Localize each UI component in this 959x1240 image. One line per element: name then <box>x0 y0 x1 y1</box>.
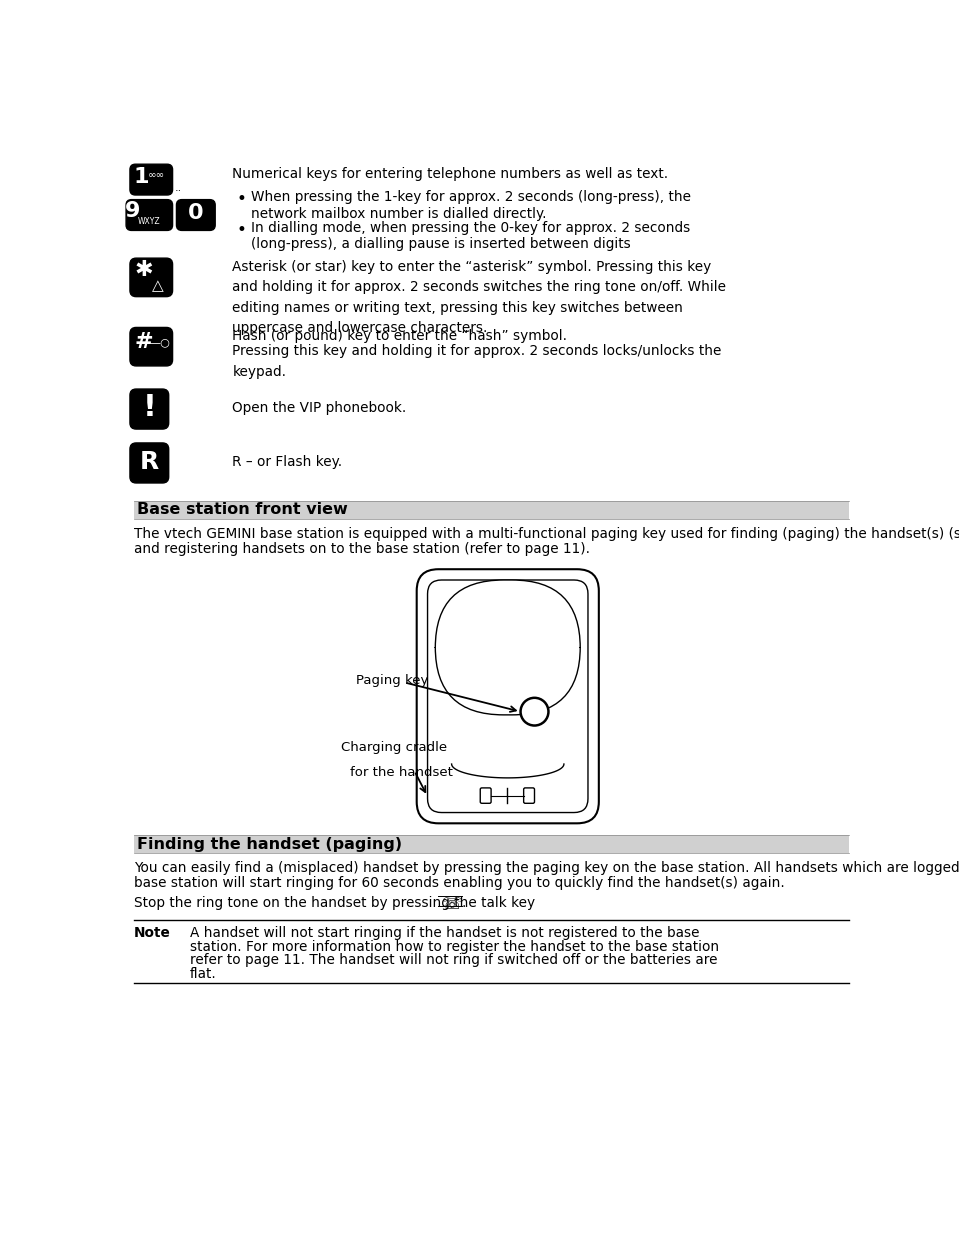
Bar <box>134 835 849 853</box>
FancyBboxPatch shape <box>130 389 169 429</box>
FancyBboxPatch shape <box>428 580 588 812</box>
Text: A handset will not start ringing if the handset is not registered to the base: A handset will not start ringing if the … <box>190 926 699 940</box>
Text: Pressing this key and holding it for approx. 2 seconds locks/unlocks the
keypad.: Pressing this key and holding it for app… <box>232 345 721 379</box>
Text: Base station front view: Base station front view <box>137 502 348 517</box>
Text: Charging cradle: Charging cradle <box>340 742 447 754</box>
Text: for the handset: for the handset <box>350 766 453 780</box>
FancyBboxPatch shape <box>417 569 598 823</box>
Text: Numerical keys for entering telephone numbers as well as text.: Numerical keys for entering telephone nu… <box>232 167 668 181</box>
Text: Paging key: Paging key <box>356 675 429 687</box>
FancyBboxPatch shape <box>480 787 491 804</box>
Text: #: # <box>134 332 153 352</box>
Text: 1: 1 <box>133 166 149 186</box>
Text: —○: —○ <box>150 337 171 347</box>
Text: •: • <box>237 221 246 239</box>
Text: ☏: ☏ <box>441 895 462 913</box>
FancyBboxPatch shape <box>130 164 173 195</box>
Text: 9: 9 <box>125 201 140 221</box>
Text: 0: 0 <box>188 203 203 223</box>
Text: •: • <box>237 191 246 208</box>
Text: When pressing the 1-key for approx. 2 seconds (long-press), the
network mailbox : When pressing the 1-key for approx. 2 se… <box>251 191 690 221</box>
Text: ✱: ✱ <box>134 260 153 280</box>
Text: !: ! <box>142 393 156 422</box>
Text: ∞∞: ∞∞ <box>148 170 165 180</box>
Text: In dialling mode, when pressing the 0-key for approx. 2 seconds
(long-press), a : In dialling mode, when pressing the 0-ke… <box>251 221 690 252</box>
Text: Stop the ring tone on the handset by pressing the talk key: Stop the ring tone on the handset by pre… <box>134 897 535 910</box>
Text: Hash (or pound) key to enter the “hash” symbol.: Hash (or pound) key to enter the “hash” … <box>232 329 568 343</box>
Text: station. For more information how to register the handset to the base station: station. For more information how to reg… <box>190 940 718 954</box>
Text: WXYZ: WXYZ <box>138 217 161 226</box>
Text: .: . <box>461 897 466 910</box>
Text: Asterisk (or star) key to enter the “asterisk” symbol. Pressing this key
and hol: Asterisk (or star) key to enter the “ast… <box>232 259 726 336</box>
Text: base station will start ringing for 60 seconds enabling you to quickly find the : base station will start ringing for 60 s… <box>134 877 784 890</box>
Text: The vtech GEMINI base station is equipped with a multi-functional paging key use: The vtech GEMINI base station is equippe… <box>134 527 959 541</box>
Text: △: △ <box>152 278 164 294</box>
FancyBboxPatch shape <box>130 327 173 366</box>
Text: refer to page 11. The handset will not ring if switched off or the batteries are: refer to page 11. The handset will not r… <box>190 954 717 967</box>
Text: R: R <box>140 450 159 474</box>
FancyBboxPatch shape <box>176 200 215 231</box>
FancyBboxPatch shape <box>524 787 534 804</box>
Text: flat.: flat. <box>190 967 217 981</box>
Circle shape <box>521 698 549 725</box>
FancyBboxPatch shape <box>435 580 580 715</box>
Text: You can easily find a (misplaced) handset by pressing the paging key on the base: You can easily find a (misplaced) handse… <box>134 861 959 875</box>
FancyBboxPatch shape <box>130 443 169 484</box>
Text: and registering handsets on to the base station (refer to page 11).: and registering handsets on to the base … <box>134 542 590 557</box>
Bar <box>134 501 849 520</box>
Text: R – or Flash key.: R – or Flash key. <box>232 455 342 469</box>
FancyBboxPatch shape <box>130 258 173 296</box>
Text: ..: .. <box>175 184 182 193</box>
Text: Finding the handset (paging): Finding the handset (paging) <box>137 837 402 852</box>
Text: Open the VIP phonebook.: Open the VIP phonebook. <box>232 402 407 415</box>
Text: Note: Note <box>134 926 171 940</box>
FancyBboxPatch shape <box>126 200 173 231</box>
